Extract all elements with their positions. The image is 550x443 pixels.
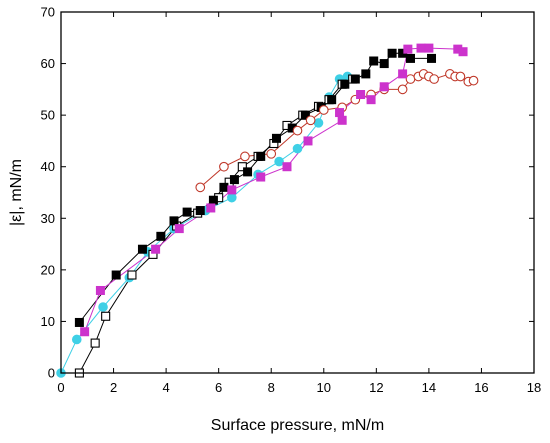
data-point [182,207,192,217]
data-point [361,69,371,79]
data-point [303,136,313,146]
data-point [429,74,439,84]
data-point [137,244,147,254]
data-point [424,43,434,53]
data-point [101,311,111,321]
y-tick-label: 10 [41,314,55,329]
data-point [111,270,121,280]
data-point [427,53,437,63]
data-point [313,118,324,128]
y-tick-label: 20 [41,262,55,277]
y-tick-label: 30 [41,211,55,226]
data-point [356,90,366,100]
data-point [151,244,161,254]
x-tick-label: 0 [57,380,64,395]
data-point [292,125,303,136]
data-point [318,105,329,115]
data-point [237,162,247,172]
data-point [256,172,266,182]
y-tick-label: 70 [41,5,55,20]
data-point [369,56,379,66]
data-point [169,216,179,226]
series-line-3 [79,52,432,323]
data-point [292,143,303,154]
data-point [256,151,266,161]
x-tick-label: 14 [422,380,436,395]
data-point [156,231,166,241]
series-4-points [195,69,479,193]
data-point [405,74,416,84]
data-point [340,79,350,89]
data-point [266,148,277,159]
x-tick-label: 10 [317,380,331,395]
x-tick-label: 16 [474,380,488,395]
x-tick-label: 18 [527,380,541,395]
axis-ticks: 0 2 4 6 8 10 12 14 16 18 0 10 20 30 40 50 60 70 [41,5,542,396]
x-tick-label: 4 [162,380,169,395]
data-point [127,270,137,280]
data-point [305,115,316,126]
data-point [90,338,100,348]
series-lines [60,47,474,374]
y-tick-label: 60 [41,56,55,71]
data-point [227,185,237,195]
data-point [206,203,216,213]
data-point [243,167,253,177]
data-point [271,133,281,143]
plot-frame [60,11,535,374]
y-tick-label: 40 [41,159,55,174]
x-tick-label: 8 [268,380,275,395]
data-point [405,53,415,63]
y-tick-label: 0 [48,366,55,381]
data-point [327,95,337,105]
x-tick-label: 2 [110,380,117,395]
series-5-points [80,43,468,337]
data-point [379,59,389,69]
data-point [350,74,360,84]
data-point [379,82,389,92]
data-point [240,151,250,162]
data-points [56,43,479,378]
data-point [468,75,479,86]
data-point [95,285,105,295]
data-point [274,156,284,167]
x-axis-title: Surface pressure, mN/m [211,417,384,434]
series-line-1 [60,76,348,374]
data-point [366,95,376,105]
data-point [227,192,237,203]
data-point [195,206,205,216]
data-point [403,44,413,54]
data-point [71,334,82,345]
data-point [208,195,218,205]
data-point [335,108,345,118]
data-point [300,110,310,120]
data-point [282,162,292,172]
data-point [416,43,426,53]
data-point [397,84,408,95]
y-axis-title: |ε|, mN/m [8,159,25,226]
data-point [195,182,206,193]
data-point [458,47,468,57]
x-tick-label: 12 [369,380,383,395]
data-point [387,48,397,58]
data-point [219,161,229,172]
data-point [80,327,90,337]
data-point [337,115,347,125]
data-point [174,224,184,234]
data-point [74,317,84,327]
data-point [398,69,408,79]
x-tick-label: 6 [215,380,222,395]
y-tick-label: 50 [41,108,55,123]
data-point [98,302,108,312]
data-point [229,175,239,185]
data-point [219,182,229,192]
data-point [455,71,466,82]
